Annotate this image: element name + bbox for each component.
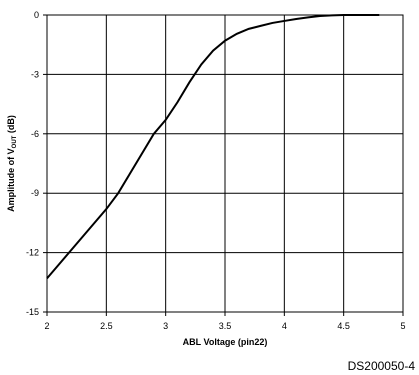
x-tick-label: 2.5 <box>100 321 113 331</box>
x-tick-label: 3 <box>163 321 168 331</box>
y-tick-label: -9 <box>31 188 39 198</box>
y-axis-label-prefix: Amplitude of V <box>6 148 16 212</box>
figure-id: DS200050-4 <box>348 359 416 373</box>
x-tick-label: 5 <box>400 321 405 331</box>
y-tick-label: -12 <box>26 248 39 258</box>
x-tick-label: 2 <box>44 321 49 331</box>
y-tick-label: 0 <box>34 10 39 20</box>
y-axis-label-subscript: OUT <box>12 135 18 148</box>
y-axis-label: Amplitude of VOUT (dB) <box>6 115 18 212</box>
y-tick-label: -15 <box>26 307 39 317</box>
y-axis-ticks: 0 -3 -6 -9 -12 -15 <box>26 10 47 317</box>
x-tick-label: 3.5 <box>219 321 232 331</box>
y-tick-label: -6 <box>31 129 39 139</box>
series-line-amplitude <box>46 14 380 279</box>
x-axis-label: ABL Voltage (pin22) <box>183 337 268 347</box>
y-axis-label-suffix: (dB) <box>6 115 16 136</box>
grid <box>46 14 404 313</box>
x-tick-label: 4 <box>282 321 287 331</box>
y-tick-label: -3 <box>31 69 39 79</box>
x-tick-label: 4.5 <box>337 321 350 331</box>
x-axis-ticks: 2 2.5 3 3.5 4 4.5 5 <box>44 312 406 331</box>
